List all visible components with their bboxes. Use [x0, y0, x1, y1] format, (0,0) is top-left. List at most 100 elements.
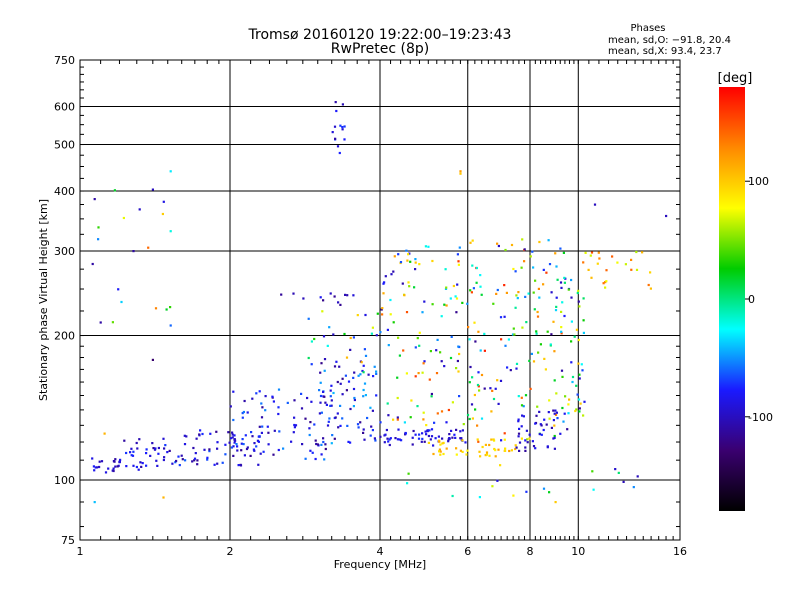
data-point: [311, 451, 314, 454]
data-point: [496, 479, 499, 482]
data-point: [548, 417, 551, 420]
data-point: [241, 438, 244, 441]
data-point: [559, 432, 562, 435]
data-point: [593, 203, 597, 206]
data-point: [107, 467, 110, 470]
data-point: [389, 313, 392, 316]
data-point: [570, 278, 573, 282]
data-point: [508, 449, 511, 453]
y-tick-label: 400: [54, 185, 75, 198]
data-point: [381, 307, 384, 310]
data-point: [560, 286, 563, 289]
data-point: [352, 376, 355, 379]
data-point: [496, 379, 499, 382]
data-point: [517, 291, 520, 294]
data-point: [503, 284, 506, 287]
data-point: [193, 459, 196, 462]
data-point: [480, 293, 483, 296]
x-tick-label: 8: [527, 545, 534, 558]
data-point: [400, 439, 403, 442]
data-point: [138, 438, 141, 441]
data-point: [166, 451, 169, 454]
data-point: [227, 431, 230, 434]
data-point: [542, 487, 546, 490]
data-point: [292, 292, 295, 295]
data-point: [582, 261, 585, 264]
data-point: [578, 305, 581, 308]
data-point: [553, 447, 556, 450]
data-point: [178, 464, 181, 467]
data-point: [232, 418, 235, 422]
data-point: [112, 469, 115, 473]
data-point: [577, 289, 580, 292]
data-point: [544, 368, 547, 371]
data-point: [343, 138, 346, 141]
data-point: [490, 410, 493, 413]
data-point: [253, 442, 256, 445]
data-point: [410, 399, 413, 402]
data-point: [206, 456, 209, 459]
data-point: [510, 243, 514, 247]
data-point: [251, 435, 254, 438]
data-point: [321, 310, 324, 313]
data-point: [231, 436, 234, 439]
data-point: [169, 230, 172, 233]
data-point: [198, 433, 201, 436]
data-point: [542, 428, 545, 432]
data-point: [436, 412, 439, 415]
x-tick-label: 1: [77, 545, 84, 558]
data-point: [253, 449, 256, 452]
data-point: [282, 447, 285, 450]
data-point: [424, 245, 427, 248]
data-point: [249, 454, 252, 457]
data-point: [310, 363, 313, 366]
data-point: [245, 447, 249, 451]
data-point: [504, 248, 507, 252]
data-point: [552, 419, 555, 422]
data-point: [383, 434, 386, 437]
data-point: [320, 362, 323, 365]
data-point: [206, 458, 209, 461]
data-point: [554, 501, 557, 504]
data-point: [336, 412, 339, 415]
data-point: [336, 380, 339, 384]
data-point: [337, 426, 340, 429]
data-point: [329, 389, 332, 392]
data-point: [635, 268, 639, 271]
data-point: [230, 446, 233, 449]
data-point: [444, 268, 447, 271]
data-point: [445, 286, 448, 289]
data-point: [252, 448, 255, 451]
data-point: [399, 261, 403, 264]
data-point: [517, 418, 520, 421]
data-point: [587, 268, 590, 271]
data-point: [479, 285, 482, 288]
data-point: [438, 448, 441, 451]
data-point: [362, 364, 365, 367]
data-point: [531, 440, 534, 443]
data-point: [561, 375, 564, 378]
data-point: [99, 321, 102, 324]
data-point: [467, 326, 470, 329]
data-point: [647, 283, 650, 287]
data-point: [341, 126, 344, 129]
data-point: [408, 285, 411, 288]
data-point: [267, 443, 270, 446]
data-point: [286, 401, 289, 404]
data-point: [479, 455, 482, 458]
data-point: [513, 333, 516, 336]
data-point: [554, 309, 558, 312]
data-point: [506, 366, 509, 369]
data-point: [525, 321, 528, 324]
data-point: [388, 438, 391, 441]
data-point: [590, 276, 593, 279]
data-point: [230, 437, 233, 440]
data-point: [169, 324, 172, 327]
data-point: [418, 263, 421, 266]
data-point: [357, 374, 360, 377]
data-point: [239, 464, 243, 467]
data-point: [521, 414, 524, 417]
stats-o-mode: mean, sd,O: −91.8, 20.4: [608, 35, 731, 46]
data-point: [246, 446, 249, 449]
